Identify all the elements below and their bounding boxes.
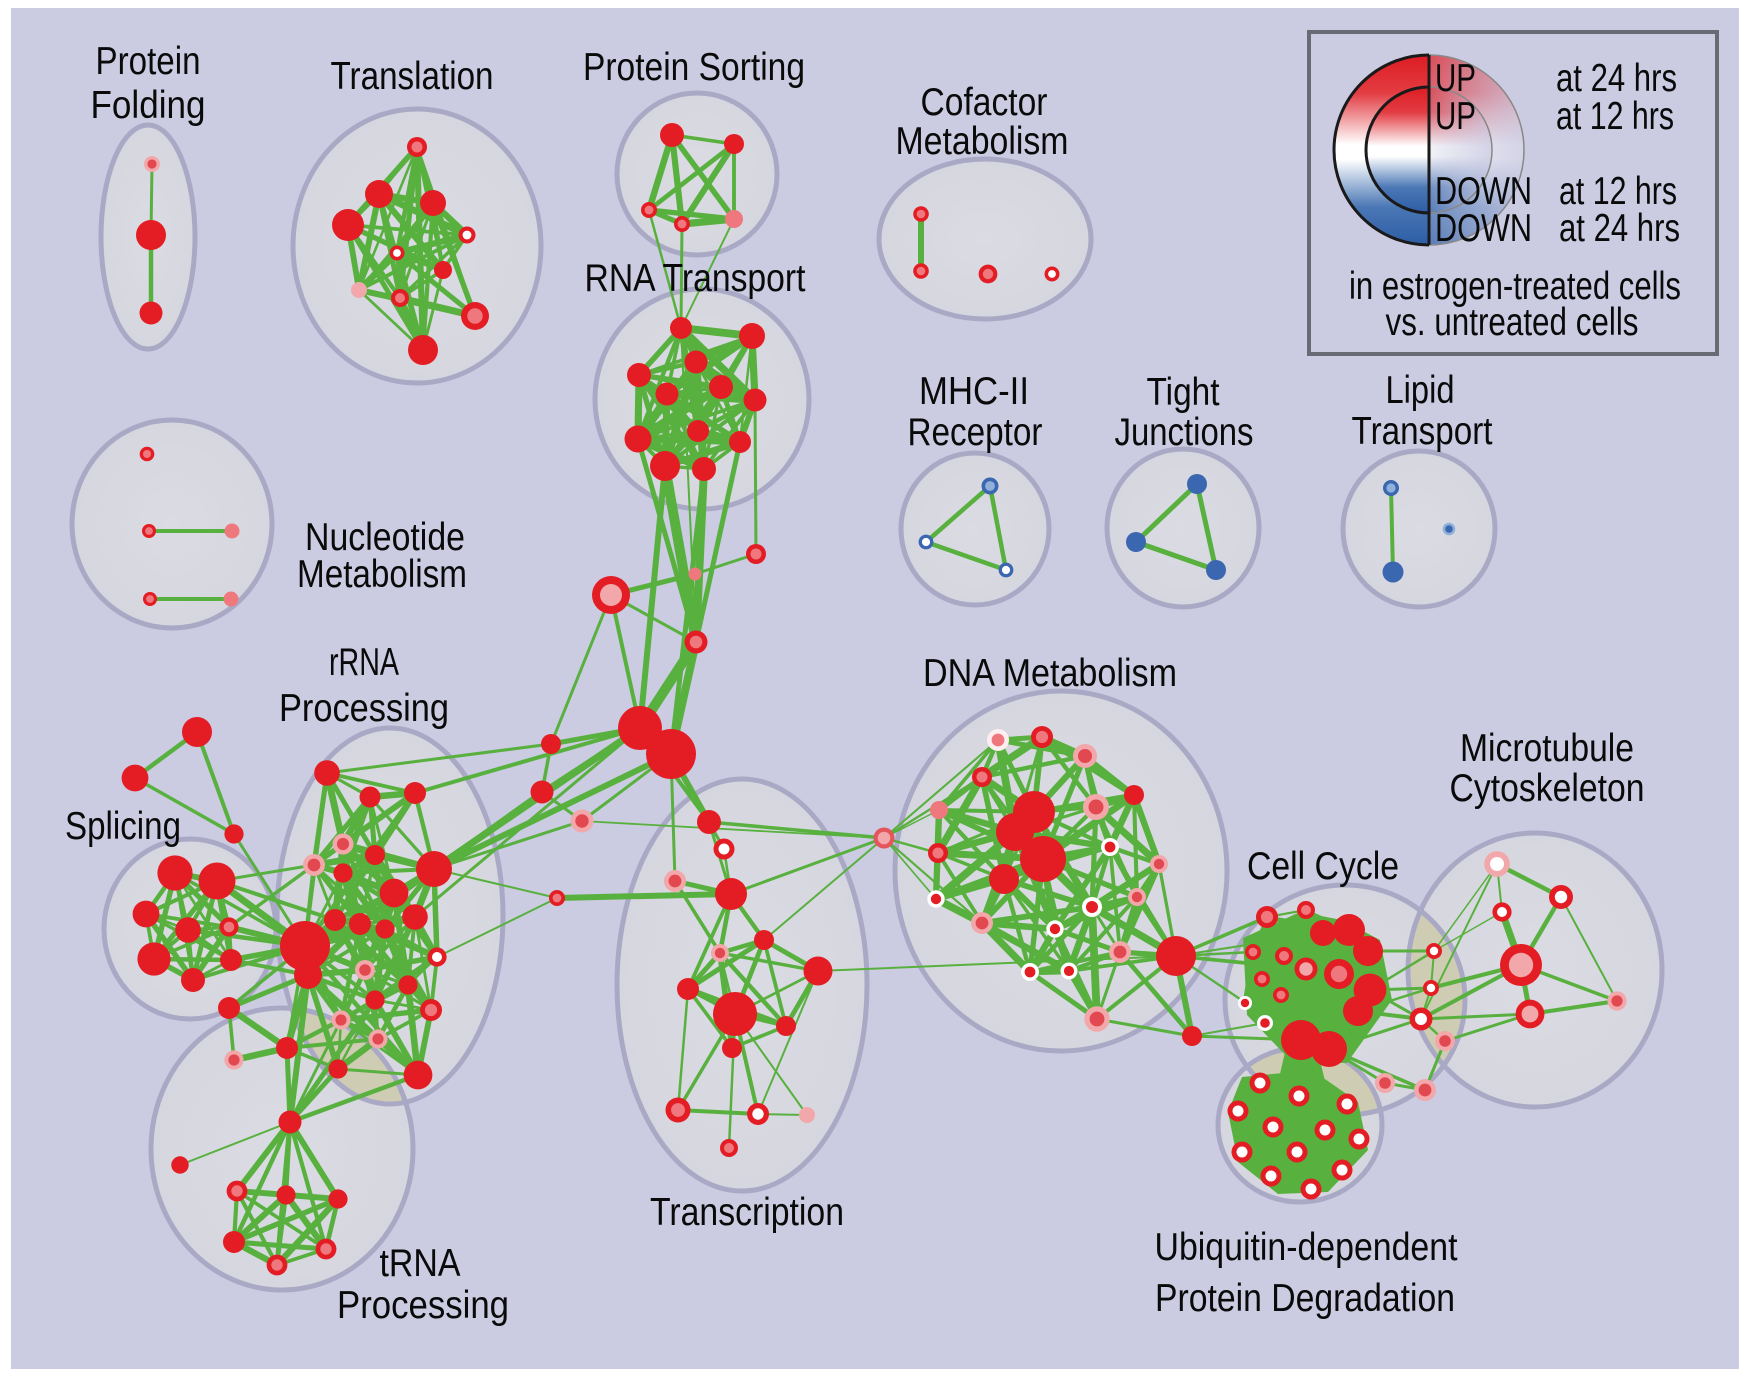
svg-text:Ubiquitin-dependent: Ubiquitin-dependent [1155,1226,1458,1269]
svg-text:UP: UP [1435,57,1476,100]
svg-text:DOWN: DOWN [1435,207,1532,250]
svg-text:in estrogen-treated cells: in estrogen-treated cells [1349,265,1681,308]
svg-text:at 24 hrs: at 24 hrs [1559,207,1680,250]
svg-text:Tight: Tight [1147,371,1220,414]
svg-text:Junctions: Junctions [1115,411,1254,454]
svg-text:Receptor: Receptor [908,411,1043,454]
svg-text:Protein Degradation: Protein Degradation [1155,1277,1455,1320]
svg-text:Microtubule: Microtubule [1460,727,1634,770]
svg-text:at 12 hrs: at 12 hrs [1556,95,1674,138]
svg-text:at 12 hrs: at 12 hrs [1559,170,1677,213]
svg-text:Protein Sorting: Protein Sorting [583,46,805,89]
svg-text:Splicing: Splicing [65,805,181,848]
svg-text:Cytoskeleton: Cytoskeleton [1450,767,1645,810]
svg-text:DNA Metabolism: DNA Metabolism [923,652,1177,695]
svg-text:MHC-II: MHC-II [919,370,1029,413]
svg-text:Metabolism: Metabolism [896,120,1069,163]
svg-text:Processing: Processing [337,1284,509,1327]
svg-text:Processing: Processing [279,687,449,730]
svg-text:tRNA: tRNA [380,1242,461,1285]
svg-text:DOWN: DOWN [1435,170,1532,213]
svg-text:RNA Transport: RNA Transport [585,257,806,300]
svg-text:Folding: Folding [91,84,206,127]
svg-text:rRNA: rRNA [329,641,399,684]
svg-text:Transport: Transport [1352,410,1493,453]
svg-text:Nucleotide: Nucleotide [305,516,465,559]
svg-text:UP: UP [1435,95,1476,138]
svg-text:Lipid: Lipid [1386,369,1455,412]
svg-text:Protein: Protein [96,40,201,83]
svg-text:at 24 hrs: at 24 hrs [1556,57,1677,100]
svg-text:Cofactor: Cofactor [921,81,1048,124]
svg-text:Translation: Translation [331,55,494,98]
svg-text:Metabolism: Metabolism [297,553,467,596]
svg-text:Cell Cycle: Cell Cycle [1247,845,1399,888]
svg-text:vs. untreated cells: vs. untreated cells [1386,301,1639,344]
svg-text:Transcription: Transcription [650,1191,844,1234]
